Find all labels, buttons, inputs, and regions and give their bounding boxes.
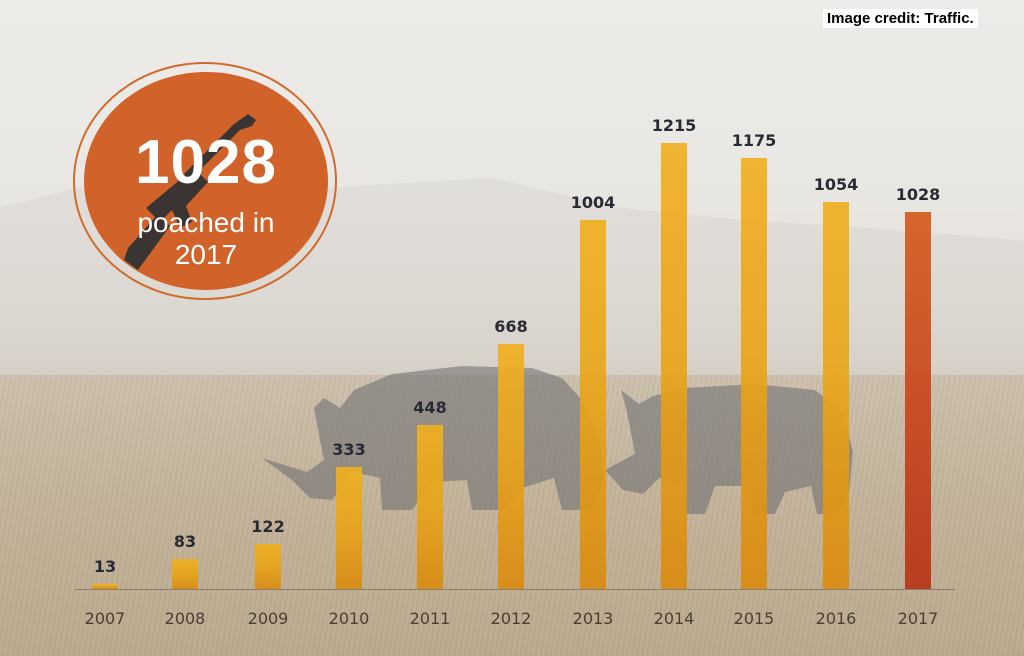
bar-2007 xyxy=(92,584,118,589)
year-label-2011: 2011 xyxy=(409,609,451,628)
year-label-2012: 2012 xyxy=(490,609,532,628)
bar-2012 xyxy=(498,344,524,589)
rifle-icon xyxy=(124,114,256,270)
bar-2011 xyxy=(417,425,443,589)
value-label-2015: 1175 xyxy=(731,131,777,150)
x-axis-line xyxy=(75,589,955,590)
year-label-2009: 2009 xyxy=(247,609,289,628)
year-label-2015: 2015 xyxy=(733,609,775,628)
value-label-2017: 1028 xyxy=(895,185,941,204)
badge-number: 1028 xyxy=(135,128,277,197)
bar-2010 xyxy=(336,467,362,589)
year-label-2008: 2008 xyxy=(164,609,206,628)
year-label-2014: 2014 xyxy=(653,609,695,628)
bar-2013 xyxy=(580,220,606,589)
bar-2017 xyxy=(905,212,931,589)
badge-caption-line1: poached in xyxy=(137,207,275,238)
image-credit: Image credit: Traffic. xyxy=(823,9,978,28)
badge-ring xyxy=(73,62,337,300)
year-label-2016: 2016 xyxy=(815,609,857,628)
bar-2014 xyxy=(661,143,687,589)
bar-2015 xyxy=(741,158,767,589)
value-label-2011: 448 xyxy=(413,398,447,417)
year-label-2007: 2007 xyxy=(84,609,126,628)
value-label-2012: 668 xyxy=(494,317,528,336)
bar-2008 xyxy=(172,559,198,589)
value-label-2016: 1054 xyxy=(813,175,859,194)
value-label-2009: 122 xyxy=(251,517,285,536)
bar-2016 xyxy=(823,202,849,589)
year-label-2017: 2017 xyxy=(897,609,939,628)
value-label-2007: 13 xyxy=(93,557,117,576)
value-label-2008: 83 xyxy=(173,532,197,551)
bar-2009 xyxy=(255,544,281,589)
value-label-2013: 1004 xyxy=(570,193,616,212)
badge-caption-line2: 2017 xyxy=(174,239,238,270)
value-label-2014: 1215 xyxy=(651,116,697,135)
value-label-2010: 333 xyxy=(332,440,366,459)
year-label-2010: 2010 xyxy=(328,609,370,628)
year-label-2013: 2013 xyxy=(572,609,614,628)
